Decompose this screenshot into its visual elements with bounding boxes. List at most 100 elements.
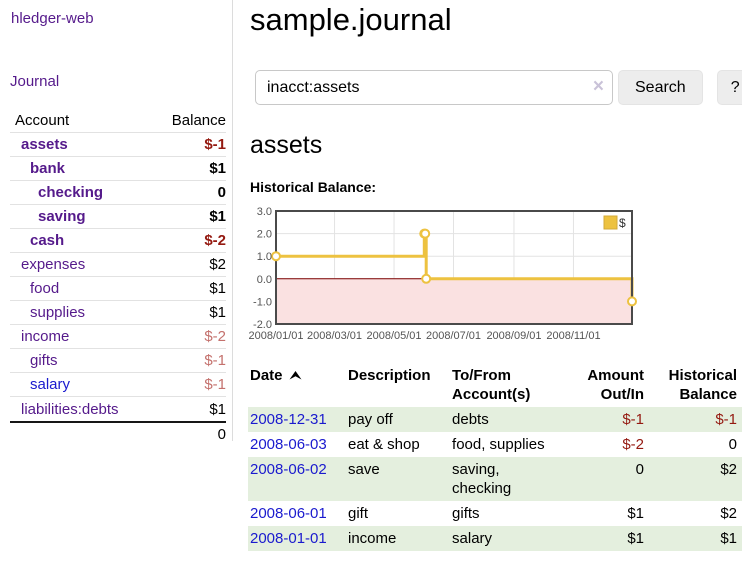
accounts-header-account: Account xyxy=(15,112,70,129)
transaction-accounts: salary xyxy=(452,530,493,547)
account-balance: $1 xyxy=(209,160,226,177)
sidebar-account-gifts[interactable]: gifts xyxy=(30,352,58,369)
transaction-description: gift xyxy=(347,505,368,522)
account-balance: $-2 xyxy=(204,232,226,249)
account-balance: $1 xyxy=(209,280,226,297)
nav-journal-link[interactable]: Journal xyxy=(10,73,60,90)
transaction-balance: $2 xyxy=(720,461,737,478)
account-balance: $-2 xyxy=(204,328,226,345)
account-heading: assets xyxy=(250,131,323,159)
sidebar-account-saving[interactable]: saving xyxy=(38,208,86,225)
account-balance: $-1 xyxy=(204,136,226,153)
account-row: liabilities:debts $1 xyxy=(10,397,226,421)
sidebar-account-liabilities-debts[interactable]: liabilities:debts xyxy=(21,400,119,418)
svg-text:-2.0: -2.0 xyxy=(253,319,272,331)
account-row: cash $-2 xyxy=(10,229,226,253)
column-header-date[interactable]: Date xyxy=(248,363,346,407)
svg-text:2008/01/01: 2008/01/01 xyxy=(248,330,303,342)
accounts-table: Account Balance assets $-1 bank $1 checking 0… xyxy=(10,109,226,445)
account-row: saving $1 xyxy=(10,205,226,229)
transaction-date-link[interactable]: 2008-06-01 xyxy=(250,505,327,522)
sidebar-account-cash[interactable]: cash xyxy=(30,232,65,249)
account-balance: $1 xyxy=(209,208,226,225)
legend-label: $ xyxy=(619,216,626,230)
account-balance: $1 xyxy=(209,304,226,321)
transaction-row: 2008-06-03 eat & shop food, supplies $-2 0 xyxy=(248,432,742,457)
account-row: bank $1 xyxy=(10,157,226,181)
transaction-balance: 0 xyxy=(728,436,737,453)
main-content: sample.journal × Search ? assets Histori… xyxy=(248,0,742,551)
svg-text:1.0: 1.0 xyxy=(257,251,272,263)
account-row: food $1 xyxy=(10,277,226,301)
search-form: × Search ? xyxy=(255,70,742,105)
transaction-date-link[interactable]: 2008-01-01 xyxy=(250,530,327,547)
transaction-amount: $1 xyxy=(627,505,644,522)
transaction-date-link[interactable]: 2008-06-02 xyxy=(250,461,327,478)
account-balance: $1 xyxy=(209,400,226,418)
accounts-header-balance: Balance xyxy=(171,112,226,129)
transaction-description: eat & shop xyxy=(347,436,420,453)
svg-text:2008/03/01: 2008/03/01 xyxy=(307,330,362,342)
column-header-amount-out-in: Amount Out/In xyxy=(587,367,644,403)
chart-title: Historical Balance: xyxy=(250,179,377,195)
search-input[interactable] xyxy=(255,70,613,105)
svg-text:2008/09/01: 2008/09/01 xyxy=(486,330,541,342)
svg-text:2008/07/01: 2008/07/01 xyxy=(426,330,481,342)
account-balance: $2 xyxy=(209,256,226,273)
svg-text:2.0: 2.0 xyxy=(257,229,272,241)
historical-balance-chart: $3.0 2.0 1.0 0.0 -1.0 -2.0 2008/01/01 2008/03/0… xyxy=(242,203,742,347)
transaction-date-link[interactable]: 2008-12-31 xyxy=(250,411,327,428)
clear-search-icon[interactable]: × xyxy=(592,76,604,97)
transaction-accounts: gifts xyxy=(452,505,480,522)
svg-text:3.0: 3.0 xyxy=(257,206,272,218)
account-balance: 0 xyxy=(217,184,226,201)
sidebar-account-bank[interactable]: bank xyxy=(30,160,66,177)
svg-text:-1.0: -1.0 xyxy=(253,296,272,308)
sidebar-account-salary[interactable]: salary xyxy=(30,376,71,393)
account-row: expenses $2 xyxy=(10,253,226,277)
transaction-description: pay off xyxy=(347,411,393,428)
account-row: supplies $1 xyxy=(10,301,226,325)
sidebar-account-expenses[interactable]: expenses xyxy=(21,256,86,273)
transaction-row: 2008-06-02 save saving, checking 0 $2 xyxy=(248,457,742,501)
sidebar-account-food[interactable]: food xyxy=(30,280,60,297)
transactions-table: Date Description To/From Account(s) Amount … xyxy=(248,363,742,551)
page-title: sample.journal xyxy=(250,2,452,37)
transaction-amount: 0 xyxy=(635,461,644,478)
sidebar-account-assets[interactable]: assets xyxy=(21,136,68,153)
column-header-description: Description xyxy=(347,367,431,384)
legend-swatch xyxy=(603,215,618,230)
help-button[interactable]: ? xyxy=(716,70,742,105)
transaction-accounts: food, supplies xyxy=(452,436,545,453)
transaction-accounts: saving, checking xyxy=(452,461,512,497)
column-header-historical-balance: Historical Balance xyxy=(668,367,737,403)
svg-text:2008/05/01: 2008/05/01 xyxy=(366,330,421,342)
transaction-amount: $-1 xyxy=(622,411,644,428)
search-button[interactable]: Search xyxy=(618,70,703,105)
svg-text:2008/11/01: 2008/11/01 xyxy=(546,330,600,342)
column-header-label: Date xyxy=(250,367,283,384)
app-title-link[interactable]: hledger-web xyxy=(11,10,94,27)
transaction-balance: $2 xyxy=(720,505,737,522)
transaction-description: income xyxy=(347,530,397,547)
transaction-row: 2008-06-01 gift gifts $1 $2 xyxy=(248,501,742,526)
transaction-amount: $1 xyxy=(627,530,644,547)
account-balance: $-1 xyxy=(204,376,226,393)
transaction-description: save xyxy=(347,461,380,478)
transaction-balance: $-1 xyxy=(715,411,737,428)
account-row: gifts $-1 xyxy=(10,349,226,373)
transaction-balance: $1 xyxy=(720,530,737,547)
sidebar: hledger-web Journal Account Balance asse… xyxy=(0,0,233,443)
account-row: assets $-1 xyxy=(10,133,226,157)
account-row: income $-2 xyxy=(10,325,226,349)
transaction-accounts: debts xyxy=(452,411,489,428)
transaction-date-link[interactable]: 2008-06-03 xyxy=(250,436,327,453)
account-row: salary $-1 xyxy=(10,373,226,397)
sidebar-account-checking[interactable]: checking xyxy=(38,184,104,201)
accounts-table-header: Account Balance xyxy=(10,109,226,133)
sidebar-account-income[interactable]: income xyxy=(21,328,70,345)
sidebar-account-supplies[interactable]: supplies xyxy=(30,304,86,321)
transaction-amount: $-2 xyxy=(622,436,644,453)
account-balance: $-1 xyxy=(204,352,226,369)
